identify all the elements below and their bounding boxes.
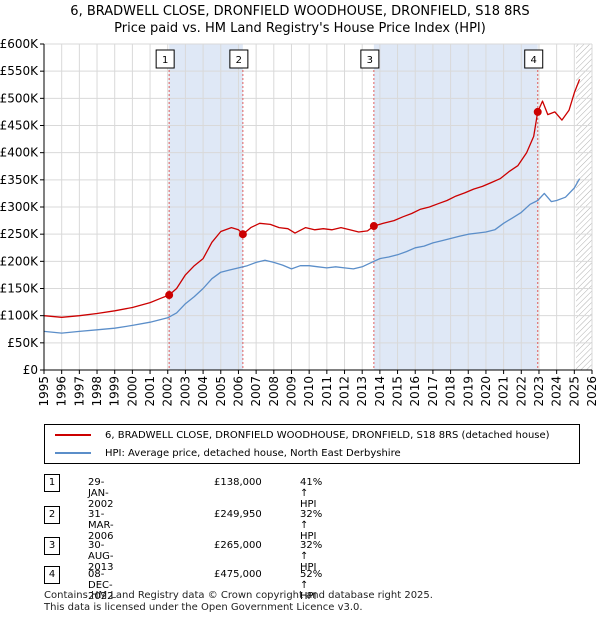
x-tick-label: 2017 (426, 376, 440, 407)
transaction-number: 2 (44, 506, 60, 524)
transaction-date: 29-JAN-2002 (88, 477, 114, 510)
chart-title-line1: 6, BRADWELL CLOSE, DRONFIELD WOODHOUSE, … (70, 4, 530, 19)
footer-licence: This data is licensed under the Open Gov… (44, 602, 363, 613)
legend-item-property: 6, BRADWELL CLOSE, DRONFIELD WOODHOUSE, … (55, 428, 550, 444)
transaction-date: 08-DEC-2022 (88, 569, 114, 602)
legend-swatch-property (55, 434, 91, 436)
legend-swatch-hpi (55, 452, 91, 454)
x-tick-label: 2015 (391, 376, 405, 407)
series-group (44, 79, 581, 334)
x-tick-label: 2000 (125, 376, 139, 407)
x-tick-label: 2024 (550, 376, 564, 407)
transaction-label-box: 1 (155, 49, 175, 69)
hpi-series-line (44, 178, 581, 334)
x-tick-label: 2020 (479, 376, 493, 407)
transaction-marker (369, 222, 378, 231)
transaction-label-number: 3 (367, 55, 373, 66)
transaction-date: 30-AUG-2013 (88, 540, 114, 573)
y-tick-label: £500K (0, 91, 39, 105)
transaction-label-rect (229, 49, 249, 69)
x-tick-label: 1996 (55, 376, 69, 407)
x-tick-label: 2019 (461, 376, 475, 407)
transaction-label-box: 2 (229, 49, 249, 69)
x-tick-label: 2018 (444, 376, 458, 407)
x-tick-label: 2002 (161, 376, 175, 407)
y-tick-label: £250K (0, 227, 39, 241)
x-tick-label: 2023 (532, 376, 546, 407)
chart-legend: 6, BRADWELL CLOSE, DRONFIELD WOODHOUSE, … (44, 424, 580, 464)
y-tick-label: £150K (0, 282, 39, 296)
x-tick-label: 2026 (585, 376, 599, 407)
footer-copyright: Contains HM Land Registry data © Crown c… (44, 590, 433, 601)
transaction-hpi-diff: 32% ↑ HPI (300, 540, 323, 573)
transaction-label-rect (155, 49, 175, 69)
transaction-hpi-diff: 32% ↑ HPI (300, 509, 323, 542)
x-tick-label: 2025 (567, 376, 581, 407)
x-tick-label: 1997 (72, 376, 86, 407)
transaction-hpi-diff: 41% ↑ HPI (300, 477, 323, 510)
y-tick-label: £450K (0, 119, 39, 133)
legend-item-hpi: HPI: Average price, detached house, Nort… (55, 446, 401, 462)
transaction-price: £475,000 (214, 569, 262, 580)
x-tick-label: 1999 (108, 376, 122, 407)
x-tick-label: 2007 (249, 376, 263, 407)
x-tick-label: 2010 (302, 376, 316, 407)
x-tick-label: 2001 (143, 376, 157, 407)
y-tick-label: £0 (23, 363, 38, 377)
x-tick-label: 1995 (37, 376, 51, 407)
transaction-marker (238, 230, 247, 239)
y-tick-label: £600K (0, 37, 39, 51)
y-tick-label: £200K (0, 254, 39, 268)
transaction-label-box: 3 (360, 49, 380, 69)
y-tick-label: £400K (0, 146, 39, 160)
transaction-label-number: 4 (531, 55, 537, 66)
y-tick-label: £50K (7, 336, 39, 350)
x-tick-label: 2014 (373, 376, 387, 407)
x-tick-label: 2003 (178, 376, 192, 407)
transaction-date: 31-MAR-2006 (88, 509, 114, 542)
property-series-line (44, 79, 581, 318)
y-tick-label: £300K (0, 200, 39, 214)
transaction-marker (165, 291, 174, 300)
x-tick-label: 2022 (514, 376, 528, 407)
legend-label-hpi: HPI: Average price, detached house, Nort… (105, 448, 401, 459)
x-tick-label: 2011 (320, 376, 334, 407)
x-tick-label: 1998 (90, 376, 104, 407)
transaction-price: £265,000 (214, 540, 262, 551)
y-tick-label: £100K (0, 309, 39, 323)
chart-title-line2: Price paid vs. HM Land Registry's House … (114, 21, 486, 36)
x-tick-label: 2016 (408, 376, 422, 407)
transaction-number: 3 (44, 537, 60, 555)
transaction-label-number: 2 (236, 55, 242, 66)
transaction-number: 1 (44, 474, 60, 492)
x-tick-label: 2004 (196, 376, 210, 407)
transaction-marker (533, 107, 542, 116)
transaction-price: £249,950 (214, 509, 262, 520)
transaction-label-rect (360, 49, 380, 69)
x-tick-label: 2013 (355, 376, 369, 407)
x-tick-label: 2009 (284, 376, 298, 407)
transaction-hpi-diff: 52% ↑ HPI (300, 569, 323, 602)
y-tick-label: £350K (0, 173, 39, 187)
transaction-number: 4 (44, 566, 60, 584)
price-chart: 1 2 3 4 £0 £50K £100K £150K £200K £250K £300K £350K… (0, 37, 599, 407)
legend-label-property: 6, BRADWELL CLOSE, DRONFIELD WOODHOUSE, … (105, 430, 550, 441)
transaction-label-box: 4 (524, 49, 544, 69)
x-tick-label: 2008 (267, 376, 281, 407)
y-tick-label: £550K (0, 64, 39, 78)
transaction-label-rect (524, 49, 544, 69)
transaction-label-number: 1 (162, 55, 168, 66)
x-tick-label: 2021 (497, 376, 511, 407)
x-tick-label: 2005 (214, 376, 228, 407)
x-tick-label: 2006 (231, 376, 245, 407)
x-tick-label: 2012 (338, 376, 352, 407)
transaction-price: £138,000 (214, 477, 262, 488)
